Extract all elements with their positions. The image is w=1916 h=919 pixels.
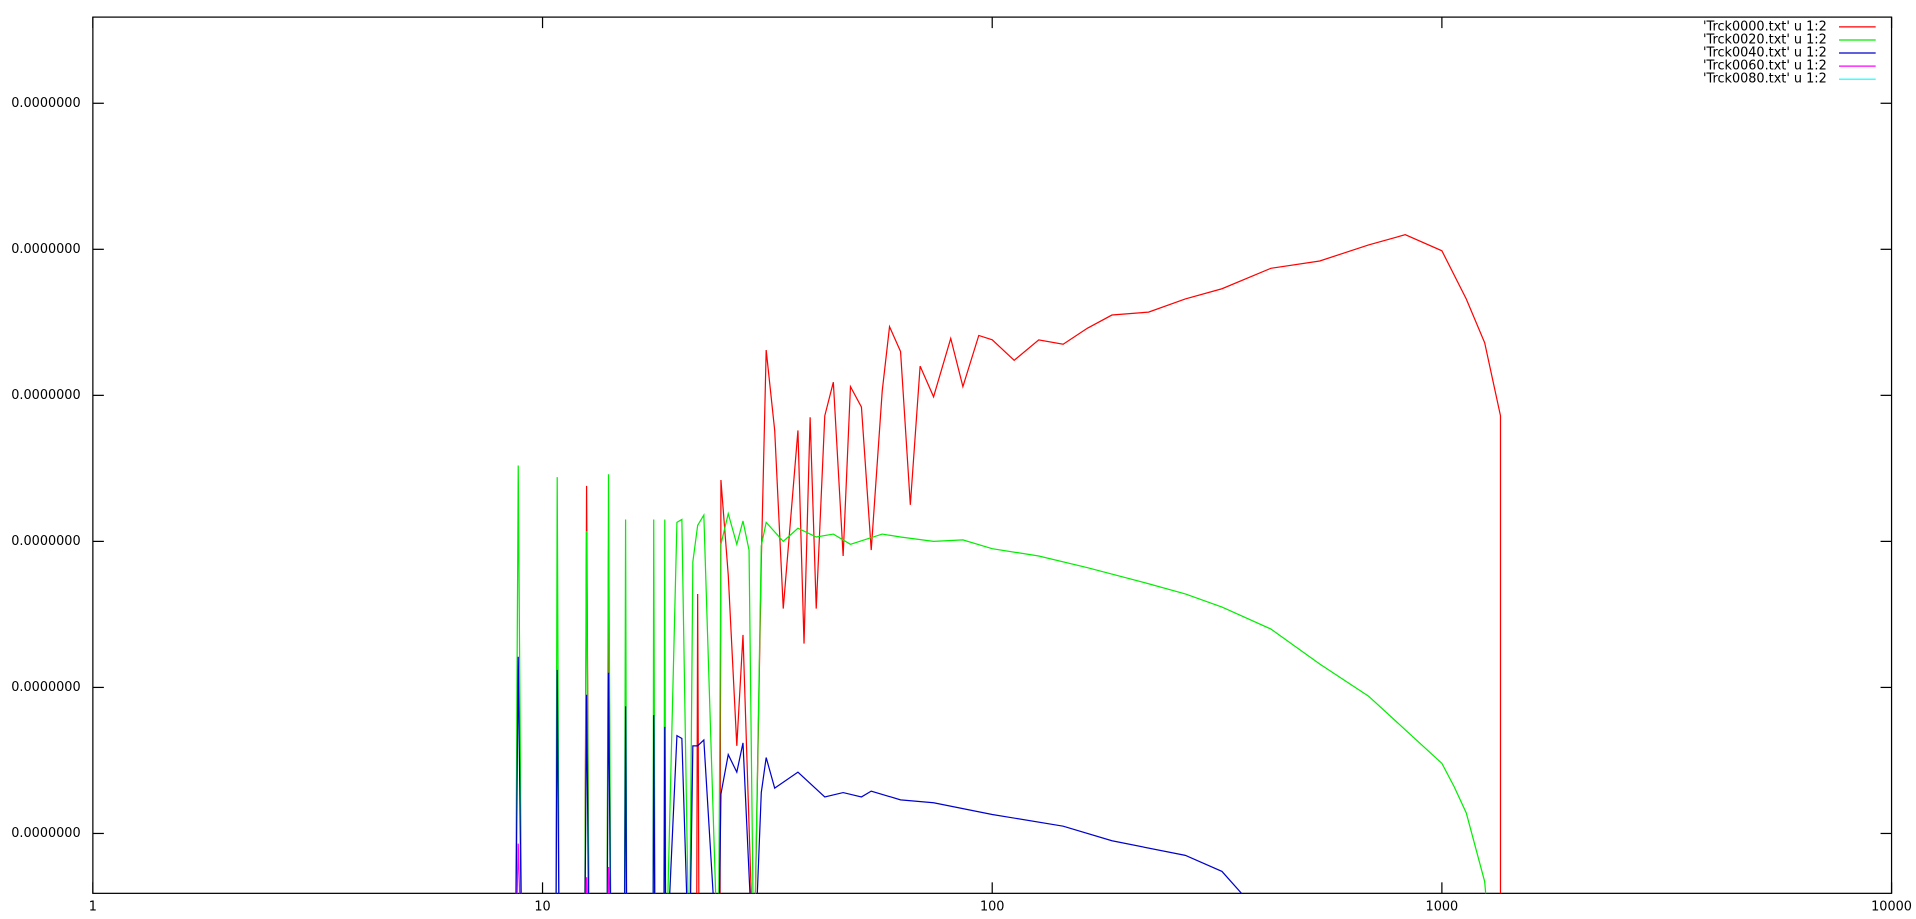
legend-label: 'Trck0040.txt' u 1:2 [1703,46,1827,61]
legend-label: 'Trck0020.txt' u 1:2 [1703,32,1827,47]
y-tick-label: 0.0000000 [11,534,80,549]
legend-label: 'Trck0080.txt' u 1:2 [1703,72,1827,87]
data-layer [515,234,1502,894]
plot-border [92,16,1893,894]
legend-label: 'Trck0060.txt' u 1:2 [1703,59,1827,74]
x-tick-label: 100 [980,899,1004,914]
y-tick-label: 0.0000000 [11,96,80,111]
series-line [584,234,1502,894]
series-line [515,656,1243,894]
series-line [515,465,1487,894]
x-tick-label: 1 [89,899,97,914]
y-tick-label: 0.0000000 [11,680,80,695]
y-tick-label: 0.0000000 [11,242,80,257]
x-tick-label: 1000 [1426,899,1459,914]
x-tick-label: 10000 [1871,899,1912,914]
x-tick-label: 10 [534,899,550,914]
y-tick-label: 0.0000000 [11,826,80,841]
series-line [516,843,610,894]
y-tick-label: 0.0000000 [11,388,80,403]
legend-label: 'Trck0000.txt' u 1:2 [1703,19,1827,34]
